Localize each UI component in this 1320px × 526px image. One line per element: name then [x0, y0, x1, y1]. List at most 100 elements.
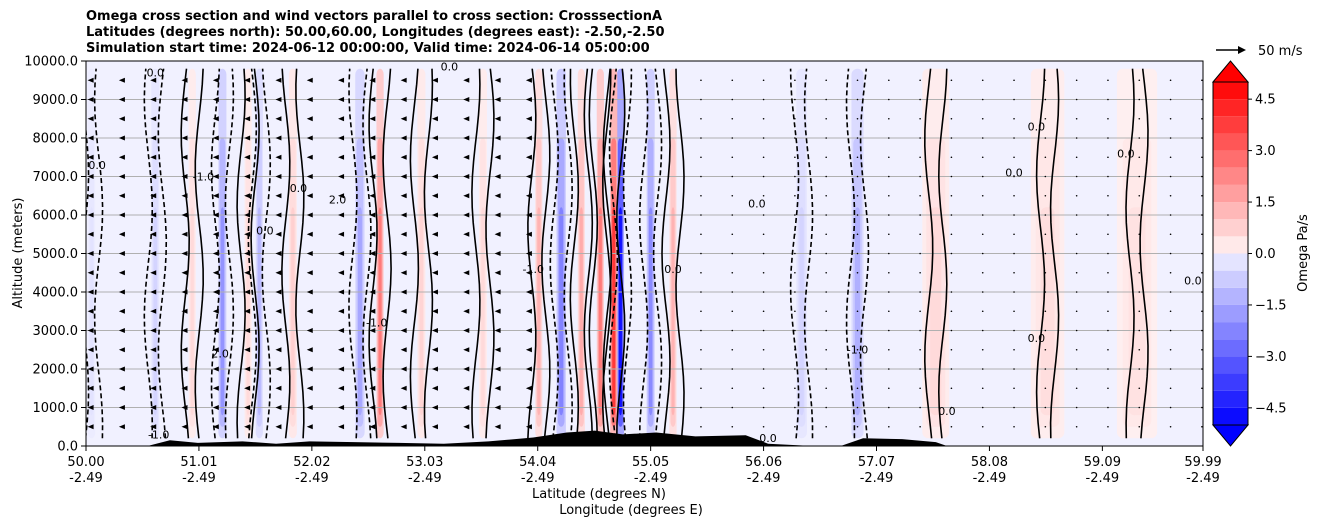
x-tick-label-lon: -2.49	[1186, 471, 1220, 486]
wind-vector	[1044, 233, 1047, 236]
wind-vector	[181, 97, 188, 102]
wind-vector	[1075, 194, 1078, 197]
wind-vector	[888, 310, 890, 313]
wind-vector	[87, 174, 94, 179]
wind-vector	[794, 291, 796, 293]
wind-vector	[888, 271, 890, 274]
wind-vector	[494, 174, 501, 179]
wind-vector	[1075, 329, 1078, 332]
wind-vector	[431, 347, 438, 353]
colorbar-segment	[1213, 133, 1248, 151]
wind-vector	[244, 366, 251, 372]
wind-vector	[494, 116, 501, 122]
wind-vector	[150, 251, 157, 256]
wind-vector	[1044, 387, 1047, 390]
omega-band	[357, 207, 362, 416]
wind-vector	[825, 79, 827, 82]
y-tick-label: 7000.0	[33, 170, 79, 185]
wind-vector	[1013, 252, 1015, 255]
wind-vector	[244, 347, 251, 353]
wind-vector	[919, 271, 921, 274]
colorbar-extend-min	[1211, 424, 1250, 447]
contour-line	[541, 68, 551, 439]
wind-vector	[856, 425, 859, 428]
wind-vector	[369, 174, 376, 179]
wind-vector	[150, 289, 157, 295]
wind-vector	[1044, 98, 1047, 101]
wind-vector	[244, 405, 251, 410]
wind-vector	[275, 116, 282, 122]
contour-label: 0.0	[88, 159, 106, 172]
wind-vector	[338, 193, 345, 199]
wind-vector	[1044, 194, 1047, 197]
wind-vector	[888, 291, 890, 293]
wind-vector	[87, 212, 94, 218]
wind-vector	[463, 154, 470, 160]
wind-vector	[275, 135, 282, 141]
wind-vector	[181, 328, 188, 333]
wind-vector	[950, 175, 953, 178]
wind-vector	[762, 137, 765, 139]
wind-vector	[825, 329, 827, 332]
wind-vector	[794, 175, 796, 178]
title-line-3: Simulation start time: 2024-06-12 00:00:…	[86, 41, 650, 56]
y-tick-label: 1000.0	[33, 401, 79, 416]
wind-vector	[525, 212, 532, 218]
wind-vector	[118, 251, 125, 256]
wind-vector	[181, 405, 188, 410]
x-tick-label-lon: -2.49	[408, 471, 442, 486]
contour-line	[409, 68, 420, 439]
wind-vector	[1169, 194, 1172, 197]
wind-vector	[338, 270, 345, 276]
wind-vector	[306, 135, 313, 141]
wind-vector	[731, 348, 734, 351]
wind-vector	[1107, 156, 1109, 159]
wind-vector	[1044, 214, 1047, 216]
wind-vector	[1138, 425, 1141, 428]
wind-vector	[981, 156, 984, 159]
wind-vector	[794, 425, 796, 428]
wind-vector	[118, 270, 125, 276]
contour-line	[859, 68, 870, 439]
wind-vector	[1138, 98, 1141, 101]
contour-label: 0.0	[147, 66, 165, 79]
wind-vector	[1075, 137, 1078, 139]
wind-vector	[950, 310, 953, 313]
y-tick-label: 6000.0	[33, 209, 79, 224]
wind-vector	[888, 98, 890, 101]
wind-vector	[494, 97, 501, 102]
wind-vector	[369, 347, 376, 353]
x-tick-label-lat: 51.01	[180, 455, 217, 470]
wind-vector	[794, 79, 796, 82]
wind-vector	[338, 174, 345, 179]
wind-vector	[275, 212, 282, 218]
wind-vector	[275, 308, 282, 314]
wind-vector	[1044, 329, 1047, 332]
wind-vector	[494, 424, 501, 430]
contour-label: 0.0	[441, 61, 459, 74]
wind-vector	[150, 193, 157, 199]
wind-vector	[731, 79, 734, 82]
wind-vector	[1013, 98, 1015, 101]
x-tick-label-lat: 56.06	[745, 455, 782, 470]
wind-vector	[1169, 368, 1172, 370]
wind-vector	[181, 116, 188, 122]
wind-vector	[856, 233, 859, 236]
wind-vector	[431, 154, 438, 160]
omega-band	[598, 207, 602, 416]
wind-vector	[87, 385, 94, 391]
wind-vector	[1201, 233, 1203, 236]
wind-vector	[369, 77, 376, 83]
wind-vector	[181, 135, 188, 141]
wind-vector	[338, 385, 345, 391]
wind-vector	[1107, 310, 1109, 313]
wind-vector	[118, 154, 125, 160]
wind-vector	[1013, 271, 1015, 274]
x-tick-label-lat: 55.05	[632, 455, 669, 470]
wind-vector	[794, 368, 796, 370]
wind-vector	[1138, 117, 1141, 120]
wind-vector	[338, 77, 345, 83]
omega-band	[419, 207, 424, 416]
wind-vector	[1013, 137, 1015, 139]
contour-line	[661, 68, 671, 439]
